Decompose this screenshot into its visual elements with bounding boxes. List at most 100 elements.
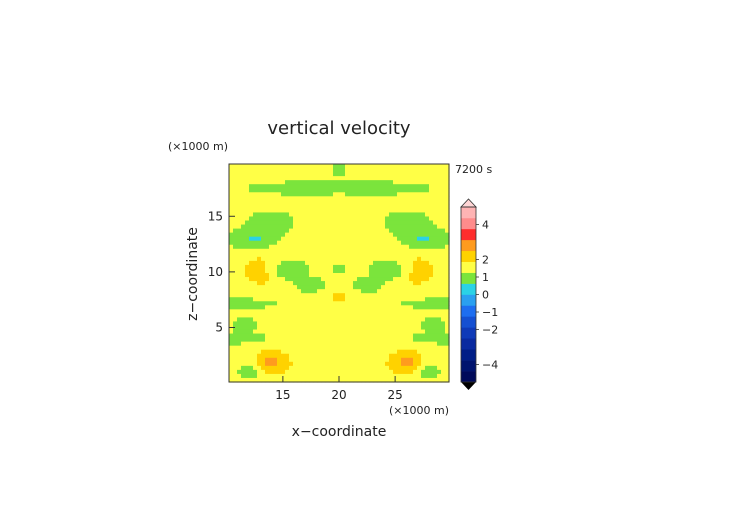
heatmap-cell xyxy=(293,248,298,254)
heatmap-cell xyxy=(249,281,254,286)
heatmap-cell xyxy=(301,341,306,347)
colorbar-band xyxy=(461,261,476,273)
heatmap-cell xyxy=(353,361,358,367)
heatmap-cell xyxy=(401,281,406,286)
heatmap-cell xyxy=(321,325,326,331)
heatmap-cell xyxy=(257,208,262,214)
heatmap-cell xyxy=(317,168,322,173)
heatmap-cell xyxy=(417,297,422,302)
heatmap-cell xyxy=(433,349,438,355)
heatmap-cell xyxy=(405,273,410,278)
heatmap-cell xyxy=(229,248,234,254)
heatmap-cell xyxy=(285,204,290,210)
heatmap-cell xyxy=(381,256,386,262)
heatmap-cell xyxy=(445,329,450,335)
heatmap-cell xyxy=(393,196,398,201)
heatmap-cell xyxy=(345,200,350,205)
heatmap-cell xyxy=(429,369,434,375)
heatmap-cell xyxy=(429,180,434,185)
heatmap-cell xyxy=(265,325,270,331)
heatmap-cell xyxy=(357,345,362,351)
heatmap-cell xyxy=(393,357,398,363)
heatmap-cell xyxy=(429,361,434,367)
heatmap-cell xyxy=(337,349,342,355)
heatmap-cell xyxy=(297,369,302,375)
heatmap-cell xyxy=(405,248,410,254)
heatmap-cell xyxy=(429,281,434,286)
heatmap-cell xyxy=(413,369,418,375)
heatmap-cell xyxy=(321,317,326,323)
heatmap-cell xyxy=(325,273,330,278)
heatmap-cell xyxy=(301,293,306,298)
heatmap-cell xyxy=(345,180,350,185)
heatmap-cell xyxy=(421,164,426,169)
heatmap-cell xyxy=(401,240,406,246)
heatmap-cell xyxy=(265,216,270,222)
heatmap-cell xyxy=(409,309,414,314)
heatmap-cell xyxy=(381,264,386,270)
heatmap-cell xyxy=(289,361,294,367)
heatmap-cell xyxy=(269,268,274,274)
heatmap-cell xyxy=(253,224,258,230)
heatmap-cell xyxy=(337,273,342,278)
heatmap-cell xyxy=(373,188,378,193)
heatmap-cell xyxy=(445,309,450,314)
heatmap-cell xyxy=(329,212,334,218)
heatmap-cell xyxy=(297,212,302,218)
heatmap-cell xyxy=(413,256,418,262)
heatmap-cell xyxy=(293,268,298,274)
heatmap-cell xyxy=(425,317,430,323)
heatmap-cell xyxy=(341,200,346,205)
heatmap-cell xyxy=(265,365,270,371)
heatmap-cell xyxy=(269,297,274,302)
heatmap-cell xyxy=(385,337,390,343)
heatmap-cell xyxy=(333,252,338,258)
heatmap-cell xyxy=(341,264,346,270)
heatmap-cell xyxy=(277,285,282,290)
heatmap-cell xyxy=(345,369,350,375)
heatmap-cell xyxy=(417,317,422,323)
heatmap-cell xyxy=(397,220,402,226)
heatmap-cell xyxy=(333,293,338,298)
heatmap-cell xyxy=(433,180,438,185)
heatmap-cell xyxy=(281,240,286,246)
heatmap-cell xyxy=(305,200,310,205)
heatmap-cell xyxy=(341,184,346,189)
heatmap-cell xyxy=(337,180,342,185)
heatmap-cell xyxy=(297,196,302,201)
heatmap-cell xyxy=(441,293,446,298)
heatmap-cell xyxy=(377,224,382,230)
heatmap-cell xyxy=(313,184,318,189)
heatmap-cell xyxy=(345,236,350,242)
heatmap-cell xyxy=(305,377,310,383)
heatmap-cell xyxy=(329,285,334,290)
heatmap-cell xyxy=(425,172,430,177)
heatmap-cell xyxy=(333,297,338,302)
heatmap-cell xyxy=(257,325,262,331)
heatmap-cell xyxy=(421,277,426,282)
heatmap-cell xyxy=(313,333,318,339)
heatmap-cell xyxy=(433,321,438,327)
heatmap-cell xyxy=(293,321,298,327)
heatmap-cell xyxy=(393,240,398,246)
heatmap-cell xyxy=(245,353,250,359)
heatmap-cell xyxy=(373,180,378,185)
heatmap-cell xyxy=(369,220,374,226)
heatmap-cell xyxy=(417,333,422,339)
heatmap-cell xyxy=(289,281,294,286)
heatmap-cell xyxy=(365,341,370,347)
heatmap-cell xyxy=(297,309,302,314)
heatmap-cell xyxy=(425,305,430,310)
colorbar-band xyxy=(461,327,476,339)
heatmap-cell xyxy=(305,329,310,335)
heatmap-cell xyxy=(345,172,350,177)
heatmap-cell xyxy=(233,204,238,210)
heatmap-cell xyxy=(333,264,338,270)
heatmap-cell xyxy=(405,361,410,367)
heatmap-cell xyxy=(241,228,246,234)
heatmap-cell xyxy=(421,281,426,286)
heatmap-cell xyxy=(281,264,286,270)
heatmap-cell xyxy=(393,268,398,274)
heatmap-cell xyxy=(397,297,402,302)
colorbar-band xyxy=(461,228,476,241)
